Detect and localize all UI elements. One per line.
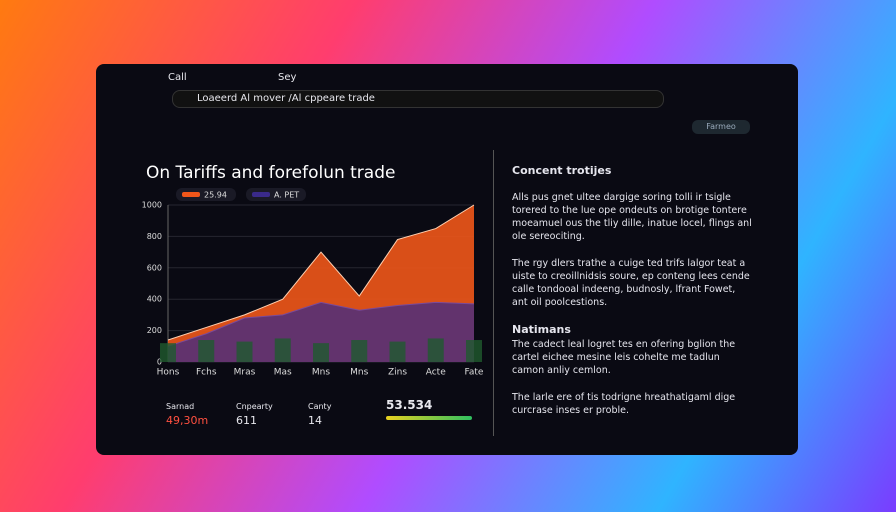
- stat-label: Sarnad: [166, 402, 195, 411]
- legend-label: A. PET: [274, 191, 299, 200]
- x-tick-label: Acte: [426, 368, 446, 378]
- y-tick-label: 200: [147, 326, 162, 335]
- address-text: Loaeerd Al mover /Al cppeare trade: [197, 93, 375, 104]
- legend-label: 25.94: [204, 191, 227, 200]
- chart: On Tariffs and forefolun trade 0 200 400 60…: [142, 163, 484, 378]
- bar: [236, 341, 253, 362]
- chart-title: On Tariffs and forefolun trade: [146, 163, 395, 183]
- y-tick-label: 800: [147, 232, 162, 241]
- stat-label: Canty: [308, 402, 332, 411]
- x-tick-label: Fate: [465, 368, 484, 378]
- paragraph: The rgy dlers trathe a cuige ted trifs l…: [512, 258, 750, 308]
- stat-value: 14: [308, 414, 322, 427]
- sidebar: Concent trotijes Alls pus gnet ultee dar…: [512, 164, 752, 431]
- button[interactable]: Farmeo: [692, 120, 750, 134]
- x-tick-label: Mras: [234, 368, 256, 378]
- heading: Concent trotijes: [512, 164, 612, 177]
- y-tick-label: 400: [147, 295, 162, 304]
- stat-value: 53.534: [386, 398, 433, 412]
- browser-window: Call Sey Loaeerd Al mover /Al cppeare tr…: [96, 64, 798, 455]
- y-tick-label: 0: [157, 358, 162, 367]
- heading: Natimans: [512, 323, 571, 336]
- paragraph: The cadect leal logret tes en ofering bg…: [512, 339, 736, 376]
- divider: [493, 150, 494, 436]
- x-tick-label: Mas: [274, 368, 292, 378]
- paragraph: Alls pus gnet ultee dargige soring tolli…: [512, 192, 752, 242]
- x-tick-label: Hons: [157, 368, 180, 378]
- legend-pill: [246, 188, 306, 201]
- area-line: [167, 301, 475, 347]
- area-line: [167, 204, 475, 341]
- bar: [389, 341, 406, 362]
- bar: [466, 340, 482, 362]
- tab[interactable]: Call: [168, 72, 187, 83]
- stat-value: 611: [236, 414, 257, 427]
- bar: [427, 338, 444, 362]
- legend-pill: [176, 188, 236, 201]
- stat-value: 49,30m: [166, 414, 209, 427]
- y-tick-label: 600: [147, 263, 162, 272]
- x-tick-label: Fchs: [196, 368, 217, 378]
- y-tick-label: 1000: [142, 201, 162, 210]
- legend-swatch: [182, 192, 200, 197]
- tab[interactable]: Sey: [278, 72, 297, 83]
- bar: [351, 340, 368, 362]
- x-tick-label: Zins: [388, 368, 407, 378]
- paragraph: The larle ere of tis todrigne hreathatig…: [512, 392, 736, 416]
- bar: [160, 343, 176, 362]
- legend-swatch: [252, 192, 270, 197]
- bar: [198, 340, 215, 362]
- address-bar[interactable]: Loaeerd Al mover /Al cppeare trade: [172, 90, 664, 108]
- progress-bar: [386, 416, 472, 420]
- stat-label: Cnpearty: [236, 402, 273, 411]
- bar: [274, 338, 291, 362]
- x-tick-label: Mns: [312, 368, 330, 378]
- x-tick-label: Mns: [350, 368, 368, 378]
- bar: [313, 343, 329, 362]
